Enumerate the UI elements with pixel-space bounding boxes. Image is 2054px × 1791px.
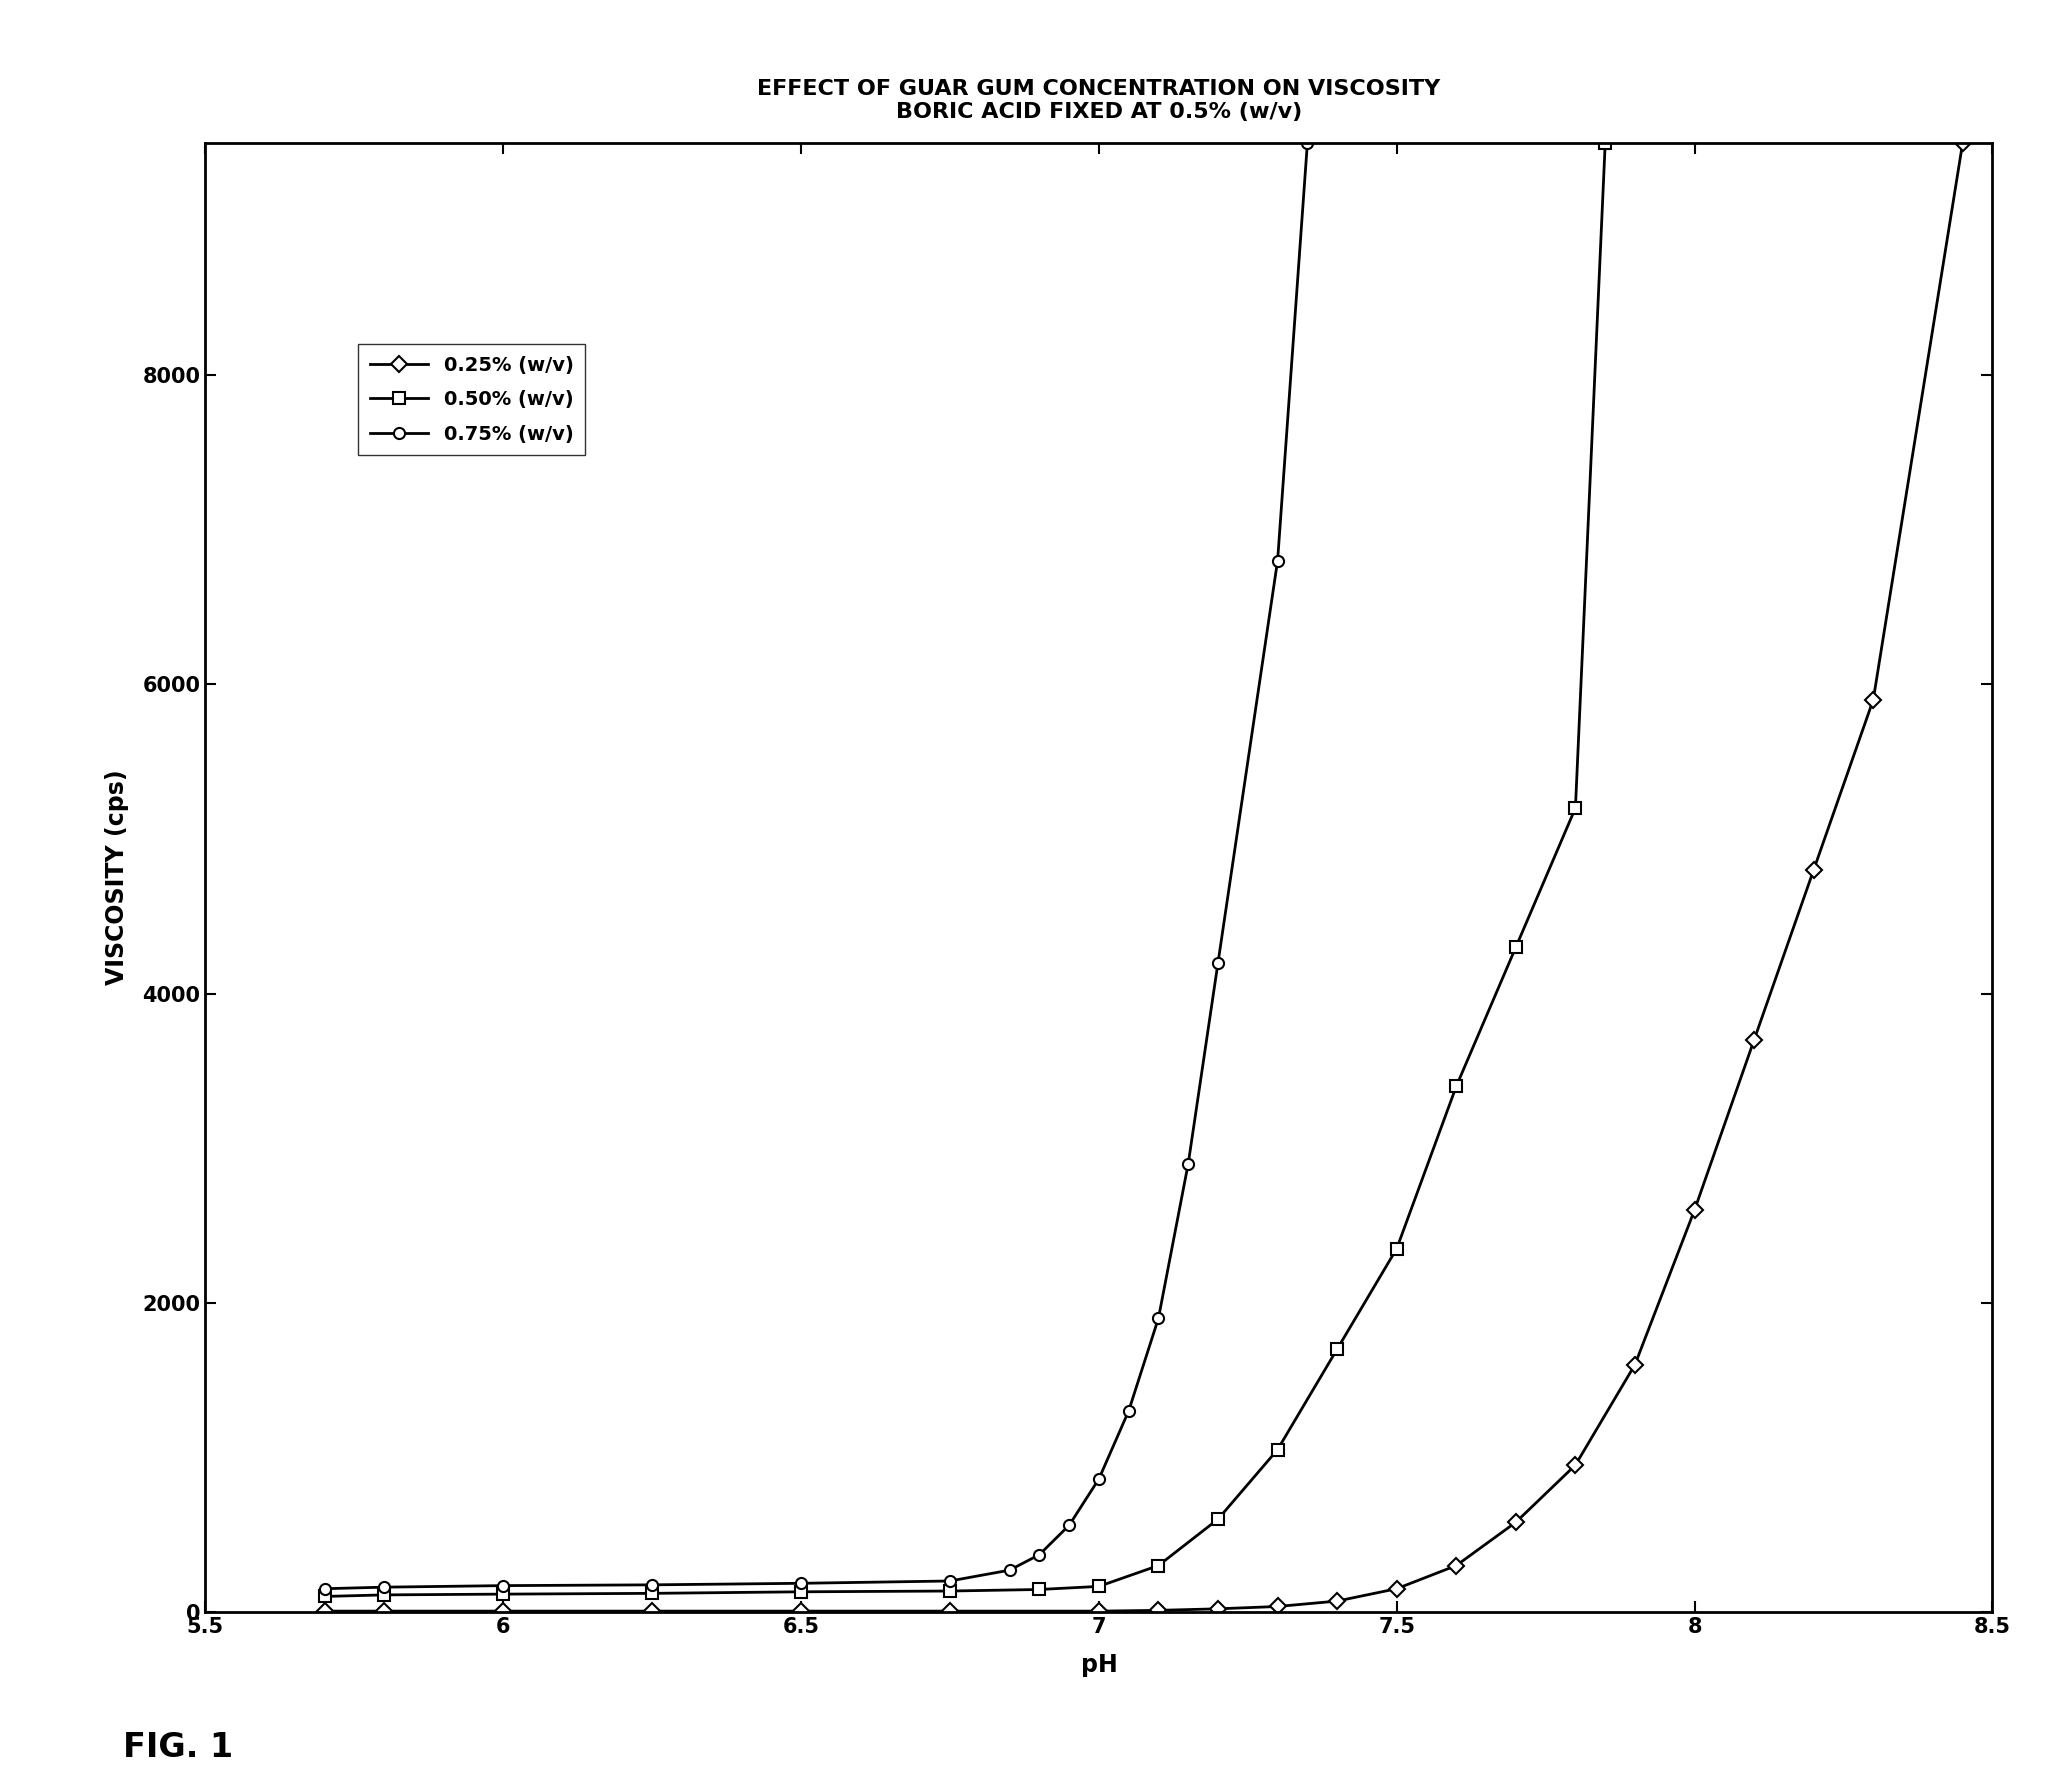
0.75% (w/v) <box>937 1571 961 1592</box>
0.50% (w/v) <box>1563 797 1588 818</box>
0.50% (w/v) <box>1325 1338 1349 1359</box>
0.25% (w/v) <box>789 1601 813 1623</box>
0.25% (w/v) <box>491 1601 516 1623</box>
0.25% (w/v) <box>1146 1599 1171 1621</box>
0.75% (w/v) <box>996 1560 1021 1581</box>
0.25% (w/v) <box>1801 860 1826 881</box>
0.25% (w/v) <box>372 1601 396 1623</box>
0.25% (w/v) <box>639 1601 663 1623</box>
0.50% (w/v) <box>1206 1508 1230 1530</box>
0.75% (w/v) <box>1027 1544 1052 1565</box>
0.75% (w/v) <box>1146 1307 1171 1329</box>
0.50% (w/v) <box>1027 1578 1052 1599</box>
0.25% (w/v) <box>1504 1512 1528 1533</box>
0.75% (w/v) <box>312 1578 337 1599</box>
0.50% (w/v) <box>937 1580 961 1601</box>
0.50% (w/v) <box>372 1585 396 1607</box>
0.75% (w/v) <box>1294 133 1319 154</box>
0.50% (w/v) <box>639 1583 663 1605</box>
0.75% (w/v) <box>789 1572 813 1594</box>
0.25% (w/v) <box>1563 1454 1588 1476</box>
0.75% (w/v) <box>1206 951 1230 973</box>
0.75% (w/v) <box>1265 550 1290 571</box>
Title: EFFECT OF GUAR GUM CONCENTRATION ON VISCOSITY
BORIC ACID FIXED AT 0.5% (w/v): EFFECT OF GUAR GUM CONCENTRATION ON VISC… <box>758 79 1440 122</box>
0.50% (w/v) <box>789 1581 813 1603</box>
0.75% (w/v) <box>491 1574 516 1596</box>
0.50% (w/v) <box>312 1585 337 1607</box>
0.25% (w/v) <box>312 1601 337 1623</box>
0.25% (w/v) <box>1623 1354 1647 1375</box>
0.50% (w/v) <box>1592 133 1616 154</box>
0.50% (w/v) <box>1087 1576 1111 1598</box>
0.50% (w/v) <box>1146 1555 1171 1576</box>
0.25% (w/v) <box>1384 1578 1409 1599</box>
0.50% (w/v) <box>1444 1076 1469 1098</box>
Text: FIG. 1: FIG. 1 <box>123 1732 234 1764</box>
X-axis label: pH: pH <box>1080 1653 1117 1678</box>
0.50% (w/v) <box>1384 1238 1409 1259</box>
0.25% (w/v) <box>1325 1590 1349 1612</box>
0.75% (w/v) <box>1056 1515 1080 1537</box>
Line: 0.25% (w/v): 0.25% (w/v) <box>318 138 1968 1617</box>
0.75% (w/v) <box>639 1574 663 1596</box>
0.50% (w/v) <box>1265 1438 1290 1460</box>
Line: 0.75% (w/v): 0.75% (w/v) <box>318 138 1313 1594</box>
0.25% (w/v) <box>937 1601 961 1623</box>
0.75% (w/v) <box>1175 1153 1200 1175</box>
0.75% (w/v) <box>1115 1401 1140 1422</box>
0.25% (w/v) <box>1444 1555 1469 1576</box>
0.75% (w/v) <box>1087 1469 1111 1490</box>
0.25% (w/v) <box>1742 1030 1766 1051</box>
0.25% (w/v) <box>1861 690 1886 711</box>
Y-axis label: VISCOSITY (cps): VISCOSITY (cps) <box>105 770 129 985</box>
0.50% (w/v) <box>1504 937 1528 958</box>
0.75% (w/v) <box>372 1576 396 1598</box>
0.25% (w/v) <box>1206 1598 1230 1619</box>
Legend: 0.25% (w/v), 0.50% (w/v), 0.75% (w/v): 0.25% (w/v), 0.50% (w/v), 0.75% (w/v) <box>357 344 585 455</box>
0.25% (w/v) <box>1949 133 1974 154</box>
0.50% (w/v) <box>491 1583 516 1605</box>
Line: 0.50% (w/v): 0.50% (w/v) <box>318 138 1610 1601</box>
0.25% (w/v) <box>1265 1596 1290 1617</box>
0.25% (w/v) <box>1087 1601 1111 1623</box>
0.25% (w/v) <box>1682 1200 1707 1221</box>
